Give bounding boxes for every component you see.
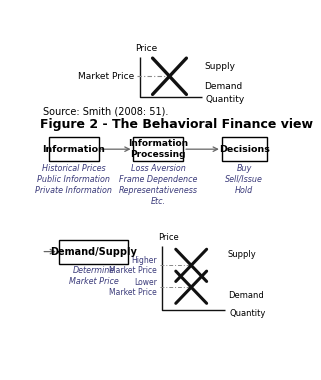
Text: Source: Smith (2008: 51).: Source: Smith (2008: 51). bbox=[43, 106, 168, 116]
Text: Supply: Supply bbox=[228, 250, 257, 258]
Text: Higher
Market Price: Higher Market Price bbox=[109, 256, 157, 275]
Text: Lower
Market Price: Lower Market Price bbox=[109, 277, 157, 297]
FancyBboxPatch shape bbox=[222, 137, 266, 161]
Text: Supply: Supply bbox=[204, 62, 235, 71]
Text: Price: Price bbox=[158, 233, 179, 242]
FancyBboxPatch shape bbox=[49, 137, 99, 161]
Text: Market Price: Market Price bbox=[78, 72, 135, 81]
FancyBboxPatch shape bbox=[59, 240, 128, 264]
Text: Figure 2 - The Behavioral Finance view: Figure 2 - The Behavioral Finance view bbox=[40, 118, 313, 131]
Text: Decisions: Decisions bbox=[219, 145, 270, 154]
Text: Quantity: Quantity bbox=[229, 309, 265, 318]
Text: Loss Aversion
Frame Dependence
Representativeness
Etc.: Loss Aversion Frame Dependence Represent… bbox=[119, 163, 198, 206]
Text: Price: Price bbox=[135, 44, 157, 52]
Text: Determine
Market Price: Determine Market Price bbox=[69, 266, 118, 286]
FancyBboxPatch shape bbox=[134, 137, 183, 161]
Text: Information: Information bbox=[42, 145, 105, 154]
Text: Buy
Sell/Issue
Hold: Buy Sell/Issue Hold bbox=[225, 163, 263, 195]
Text: Demand: Demand bbox=[204, 82, 243, 91]
Text: Demand: Demand bbox=[228, 291, 264, 300]
Text: Quantity: Quantity bbox=[205, 95, 245, 104]
Text: Historical Prices
Public Information
Private Information: Historical Prices Public Information Pri… bbox=[35, 163, 112, 195]
Text: Demand/Supply: Demand/Supply bbox=[50, 247, 137, 256]
Text: Information
Processing: Information Processing bbox=[128, 139, 188, 159]
